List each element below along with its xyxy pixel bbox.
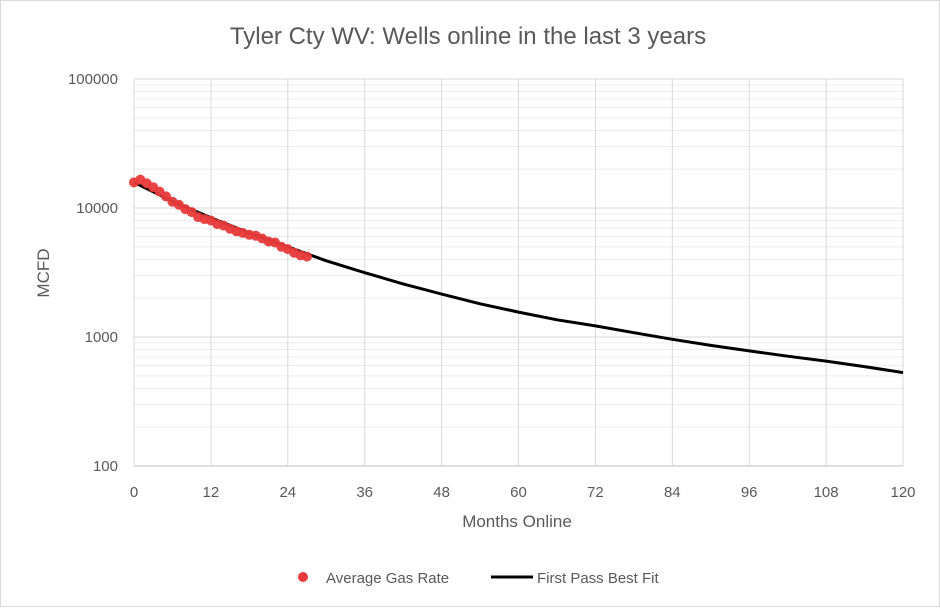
legend-marker-average-gas-rate — [298, 572, 308, 582]
data-point-average-gas-rate — [302, 251, 312, 262]
x-tick-label: 60 — [510, 484, 527, 501]
x-tick-label: 96 — [741, 484, 758, 501]
x-tick-label: 120 — [890, 484, 915, 501]
x-tick-label: 24 — [279, 484, 296, 501]
series-layer — [129, 174, 904, 375]
axis-layer: 0 12 24 36 48 60 72 84 96 108 120 100 1000 10000 10000… — [68, 71, 916, 501]
y-tick-label: 100000 — [68, 71, 118, 88]
x-tick-label: 48 — [433, 484, 450, 501]
chart-title: Tyler Cty WV: Wells online in the last 3… — [230, 23, 706, 50]
x-tick-label: 36 — [356, 484, 373, 501]
legend-label-average-gas-rate: Average Gas Rate — [326, 570, 449, 587]
legend: Average Gas Rate First Pass Best Fit — [298, 570, 660, 587]
y-tick-label: 1000 — [85, 329, 118, 346]
x-tick-label: 72 — [587, 484, 604, 501]
x-tick-label: 108 — [814, 484, 839, 501]
y-axis-title: MCFD — [34, 248, 53, 297]
x-tick-label: 0 — [130, 484, 138, 501]
x-axis-title: Months Online — [462, 512, 572, 531]
x-tick-label: 12 — [203, 484, 220, 501]
legend-label-first-pass-best-fit: First Pass Best Fit — [537, 570, 660, 587]
y-tick-label: 10000 — [76, 200, 118, 217]
x-tick-label: 84 — [664, 484, 681, 501]
y-tick-label: 100 — [93, 458, 118, 475]
grid-layer — [133, 78, 904, 467]
